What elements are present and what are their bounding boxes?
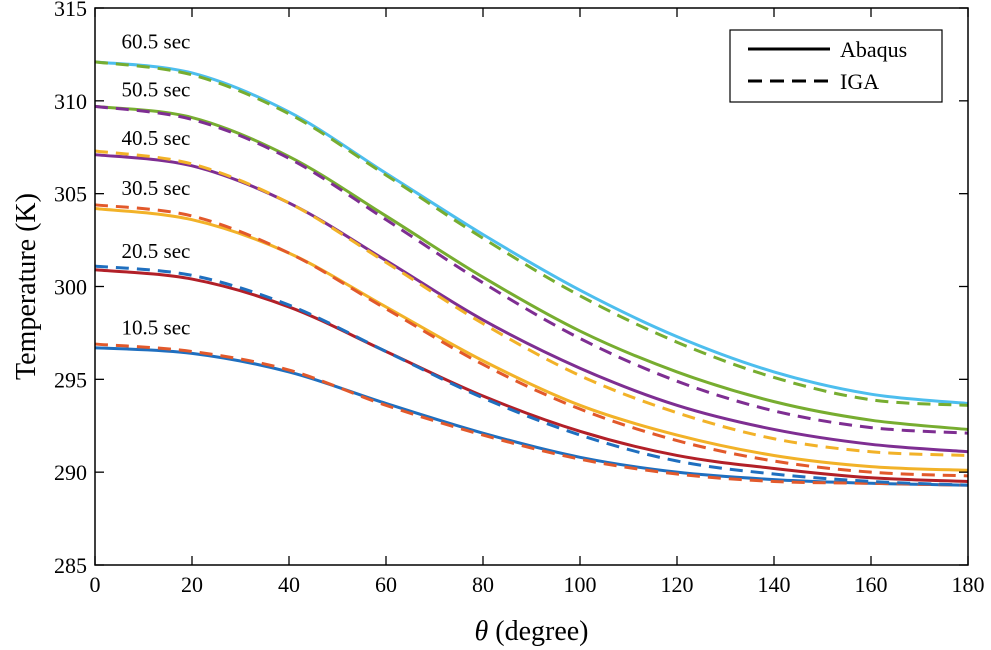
x-tick-label: 120 xyxy=(661,572,694,597)
series-line-9 xyxy=(94,104,969,435)
time-annotation: 10.5 sec xyxy=(122,315,191,339)
annotation-layer: 60.5 sec 50.5 sec 40.5 sec 30.5 sec 20.5 sec… xyxy=(122,29,191,339)
time-annotation: 30.5 sec xyxy=(122,176,191,200)
x-tick-label: 20 xyxy=(181,572,203,597)
series-line-5 xyxy=(94,203,969,478)
time-annotation: 50.5 sec xyxy=(122,78,191,102)
x-tick-label: 60 xyxy=(375,572,397,597)
y-tick-label: 305 xyxy=(54,182,87,207)
x-tick-label: 80 xyxy=(472,572,494,597)
legend-box xyxy=(729,29,943,103)
y-tick-label: 285 xyxy=(54,553,87,578)
time-annotation: 40.5 sec xyxy=(122,126,191,150)
x-tick-label: 180 xyxy=(952,572,985,597)
x-tick-label: 0 xyxy=(90,572,101,597)
series-line-2 xyxy=(94,268,969,483)
series-line-4 xyxy=(94,207,969,472)
series-line-3 xyxy=(94,264,969,487)
x-tick-label: 40 xyxy=(278,572,300,597)
x-tick-label: 160 xyxy=(855,572,888,597)
y-tick-label: 315 xyxy=(54,0,87,21)
x-axis-title: θ (degree) xyxy=(474,616,588,647)
legend: Abaqus IGA xyxy=(729,29,943,103)
series-line-7 xyxy=(94,149,969,457)
y-axis-title: Temperature (K) xyxy=(11,193,42,380)
theta-symbol: θ xyxy=(474,616,488,647)
series-line-6 xyxy=(94,153,969,454)
y-tick-label: 310 xyxy=(54,89,87,114)
series-line-1 xyxy=(94,342,969,487)
x-tick-label: 100 xyxy=(564,572,597,597)
time-annotation: 60.5 sec xyxy=(122,29,191,53)
tick-layer: 0 20 40 60 80 100 120 140 160 180 285 290 295 300 305 3… xyxy=(54,0,985,597)
x-tick-label: 140 xyxy=(758,572,791,597)
legend-label-iga: IGA xyxy=(840,69,879,94)
series-layer xyxy=(94,60,969,487)
y-tick-label: 300 xyxy=(54,275,87,300)
series-line-10 xyxy=(94,60,969,405)
series-line-8 xyxy=(94,104,969,431)
x-axis-unit: (degree) xyxy=(488,616,588,647)
legend-label-abaqus: Abaqus xyxy=(840,37,907,62)
series-line-11 xyxy=(94,60,969,407)
time-annotation: 20.5 sec xyxy=(122,239,191,263)
y-tick-label: 290 xyxy=(54,460,87,485)
y-tick-label: 295 xyxy=(54,367,87,392)
